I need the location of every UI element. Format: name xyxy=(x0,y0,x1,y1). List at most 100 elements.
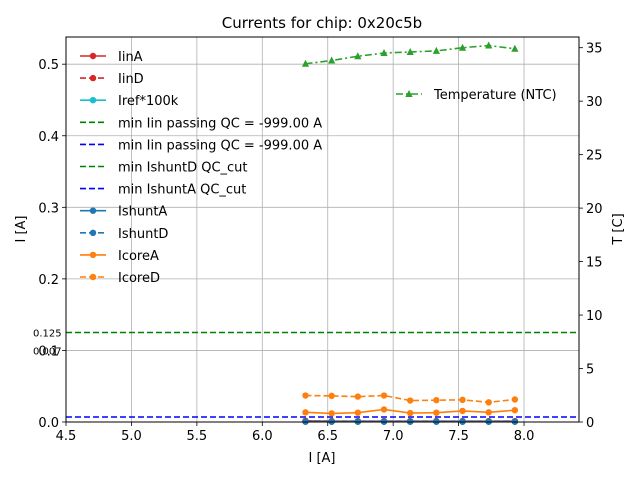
data-point xyxy=(328,56,336,64)
y2-tick-label: 30 xyxy=(586,95,603,110)
data-point xyxy=(328,410,335,417)
y2-axis-label: T [C] xyxy=(611,213,626,245)
legend-marker xyxy=(89,207,97,214)
legend-item: IcoreA xyxy=(80,249,159,264)
x-tick-label: 5.0 xyxy=(121,429,142,444)
y2-axis-ticks: 0 5 10 15 20 25 30 35 xyxy=(579,42,603,431)
y-axis-label: I [A] xyxy=(14,215,29,242)
data-point xyxy=(459,396,466,404)
legend-marker xyxy=(405,90,413,97)
legend-item: IinA xyxy=(80,50,143,65)
legend-item: IshuntA xyxy=(80,205,167,220)
data-point xyxy=(458,43,467,51)
data-point xyxy=(406,47,414,55)
plot-frame xyxy=(65,36,580,423)
y2-tick-label: 25 xyxy=(586,149,603,164)
data-point xyxy=(354,409,362,416)
annotation-label: 0.125 xyxy=(33,329,62,340)
data-point xyxy=(485,41,493,49)
legend-item: min IshuntA QC_cut xyxy=(80,183,246,198)
data-point xyxy=(406,397,414,404)
data-point xyxy=(459,407,466,415)
series-icored xyxy=(302,392,519,406)
x-tick-label: 6.5 xyxy=(317,429,338,444)
y2-tick-label: 20 xyxy=(586,202,603,217)
series-line xyxy=(305,394,515,404)
data-point xyxy=(354,52,362,60)
legend-item: min Iin passing QC = -999.00 A xyxy=(80,116,322,131)
y-tick-label: 0.1 xyxy=(38,344,59,359)
y2-tick-label: 35 xyxy=(586,42,603,57)
legend-item: Temperature (NTC) xyxy=(396,88,557,103)
legend-item: min IshuntD QC_cut xyxy=(80,161,248,176)
data-point xyxy=(511,396,519,403)
y2-tick-label: 10 xyxy=(586,309,603,324)
chart-title: Currents for chip: 0x20c5b xyxy=(222,14,422,32)
grid xyxy=(65,37,579,423)
data-point xyxy=(380,406,388,413)
legend-label: IinD xyxy=(118,72,144,87)
data-point xyxy=(380,392,388,399)
legend-marker xyxy=(89,74,97,82)
y2-tick-label: 0 xyxy=(586,416,594,431)
data-point xyxy=(432,46,440,54)
series-icorea xyxy=(302,406,519,417)
data-point xyxy=(406,409,414,417)
legend: IinA IinD Iref*100k min Iin passing QC = -9… xyxy=(80,50,322,286)
legend-label: IcoreA xyxy=(118,249,159,264)
x-tick-label: 7.0 xyxy=(383,429,404,444)
y-tick-label: 0.5 xyxy=(38,58,59,73)
y-tick-label: 0.4 xyxy=(38,130,59,145)
legend-marker xyxy=(89,97,97,104)
x-tick-label: 4.5 xyxy=(56,429,77,444)
data-point xyxy=(380,49,388,57)
legend-marker xyxy=(89,273,97,281)
legend-item: IinD xyxy=(80,72,144,87)
data-point xyxy=(433,409,440,416)
data-point xyxy=(433,396,440,404)
y2-tick-label: 5 xyxy=(586,363,594,378)
y-tick-label: 0.3 xyxy=(38,201,59,216)
x-tick-label: 7.5 xyxy=(448,429,469,444)
legend-secondary: Temperature (NTC) xyxy=(396,88,557,103)
data-point xyxy=(511,406,519,414)
legend-marker xyxy=(89,52,97,60)
legend-label: min IshuntD QC_cut xyxy=(118,161,248,176)
data-point xyxy=(485,409,492,416)
data-point xyxy=(302,392,309,399)
y-tick-label: 0.0 xyxy=(38,416,59,431)
data-point xyxy=(301,59,310,67)
legend-label: IshuntD xyxy=(118,227,168,242)
x-axis-ticks: 4.5 5.0 5.5 6.0 6.5 7.0 7.5 8.0 xyxy=(56,422,535,444)
legend-item: IcoreD xyxy=(80,271,160,286)
y2-tick-label: 15 xyxy=(586,256,603,271)
y-tick-label: 0.2 xyxy=(38,273,59,288)
legend-item: min Iin passing QC = -999.00 A xyxy=(80,138,322,153)
x-tick-label: 5.5 xyxy=(187,429,208,444)
series-temperature-ntc- xyxy=(301,41,519,67)
threshold-lines xyxy=(66,331,579,418)
x-tick-label: 8.0 xyxy=(514,429,535,444)
data-point xyxy=(302,409,309,416)
x-tick-label: 6.0 xyxy=(252,429,273,444)
data-point xyxy=(511,44,519,52)
legend-label: min IshuntA QC_cut xyxy=(118,183,246,198)
legend-marker xyxy=(89,229,97,236)
annotations: 0.125 0.007 xyxy=(33,329,62,358)
legend-label: Iref*100k xyxy=(118,94,179,109)
y-axis-ticks: 0.0 0.1 0.2 0.3 0.4 0.5 xyxy=(38,58,66,431)
legend-item: IshuntD xyxy=(80,227,168,242)
legend-label: IshuntA xyxy=(118,205,167,220)
legend-label: min Iin passing QC = -999.00 A xyxy=(118,138,322,153)
x-axis-label: I [A] xyxy=(308,451,335,466)
legend-marker xyxy=(89,251,97,259)
legend-label: IinA xyxy=(118,50,143,65)
data-point xyxy=(354,393,362,400)
legend-label: Temperature (NTC) xyxy=(433,88,557,103)
legend-label: IcoreD xyxy=(118,271,160,286)
data-point xyxy=(485,399,492,406)
legend-label: min Iin passing QC = -999.00 A xyxy=(118,116,322,131)
annotation-label: 0.007 xyxy=(33,346,62,357)
